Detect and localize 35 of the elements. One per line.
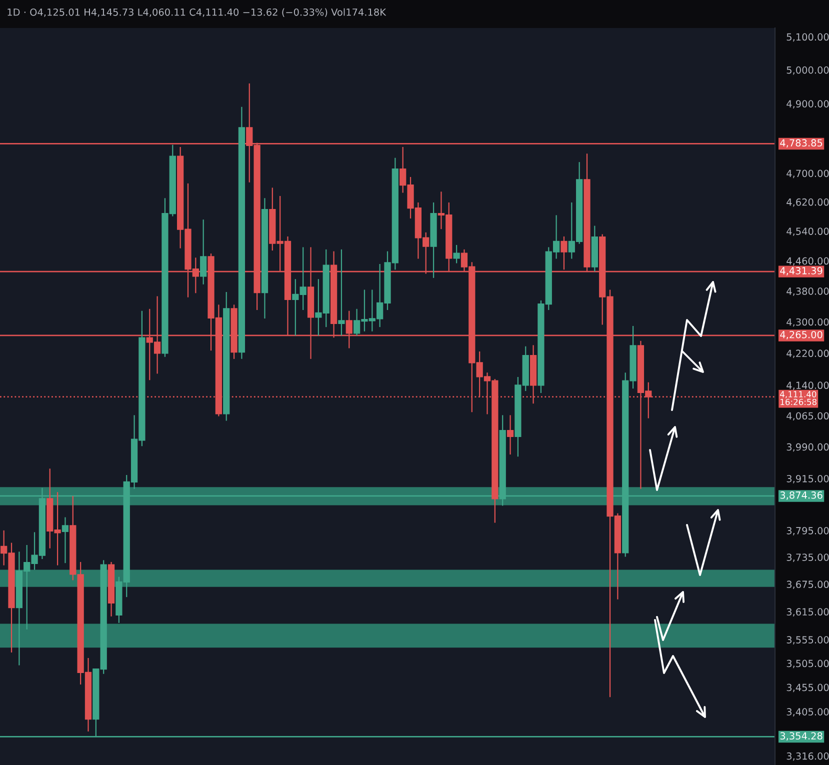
y-tick-label: 5,000.00 xyxy=(786,66,829,75)
y-tick-label: 3,990.00 xyxy=(786,443,829,452)
y-tick-label: 4,700.00 xyxy=(786,170,829,178)
y-tick-label: 3,915.00 xyxy=(786,475,829,484)
y-tick-label: 3,615.00 xyxy=(786,608,829,617)
y-tick-label: 4,140.00 xyxy=(786,382,829,390)
y-tick-label: 5,100.00 xyxy=(786,33,829,42)
ref-line-label: 4,265.00 xyxy=(780,330,822,340)
candlestick xyxy=(200,220,207,284)
y-tick-label: 4,220.00 xyxy=(786,350,829,358)
y-tick-label: 3,555.00 xyxy=(786,636,829,644)
y-tick-label: 4,540.00 xyxy=(786,228,829,236)
candlestick xyxy=(506,415,514,455)
ref-line-label: 3,874.36 xyxy=(780,491,822,500)
y-tick-label: 4,065.00 xyxy=(786,412,829,421)
ref-line-label: 4,431.39 xyxy=(780,267,822,276)
y-tick-label: 4,380.00 xyxy=(786,288,829,296)
y-tick-label: 4,620.00 xyxy=(786,198,829,207)
candlestick xyxy=(62,517,69,564)
y-tick-label: 3,405.00 xyxy=(786,708,829,716)
y-tick-label: 3,795.00 xyxy=(786,527,829,536)
y-tick-label: 3,505.00 xyxy=(786,660,829,668)
y-tick-label: 3,316.00 xyxy=(786,752,829,761)
y-tick-label: 3,735.00 xyxy=(786,554,829,562)
candlestick xyxy=(338,249,345,336)
y-tick-label: 3,675.00 xyxy=(786,580,829,590)
ref-line-label: 4,783.85 xyxy=(780,139,822,148)
ref-line-label: 3,354.28 xyxy=(780,732,822,741)
ref-line-label: 4,111.40 16:26:58 xyxy=(780,391,817,406)
y-tick-label: 3,455.00 xyxy=(786,684,829,692)
candlestick xyxy=(453,244,460,264)
y-tick-label: 4,300.00 xyxy=(786,318,829,327)
y-tick-label: 4,900.00 xyxy=(786,100,829,108)
y-tick-label: 4,460.00 xyxy=(786,257,829,266)
chart-title: 1D · O4,125.01 H4,145.73 L4,060.11 C4,111.40 −13.62 (−0.33%) Vol174.18K xyxy=(8,8,386,17)
